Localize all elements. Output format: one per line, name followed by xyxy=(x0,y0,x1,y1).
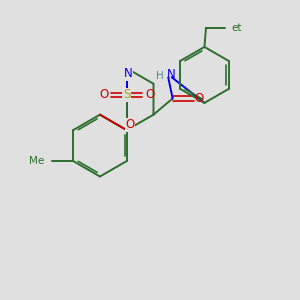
Text: N: N xyxy=(124,67,133,80)
Text: N: N xyxy=(167,68,176,81)
Text: O: O xyxy=(99,88,108,101)
Text: O: O xyxy=(145,88,154,101)
Text: Me: Me xyxy=(29,156,45,166)
Text: H: H xyxy=(156,71,164,81)
Text: S: S xyxy=(123,88,130,101)
Text: O: O xyxy=(126,118,135,131)
Text: O: O xyxy=(194,92,204,105)
Text: et: et xyxy=(232,23,242,33)
